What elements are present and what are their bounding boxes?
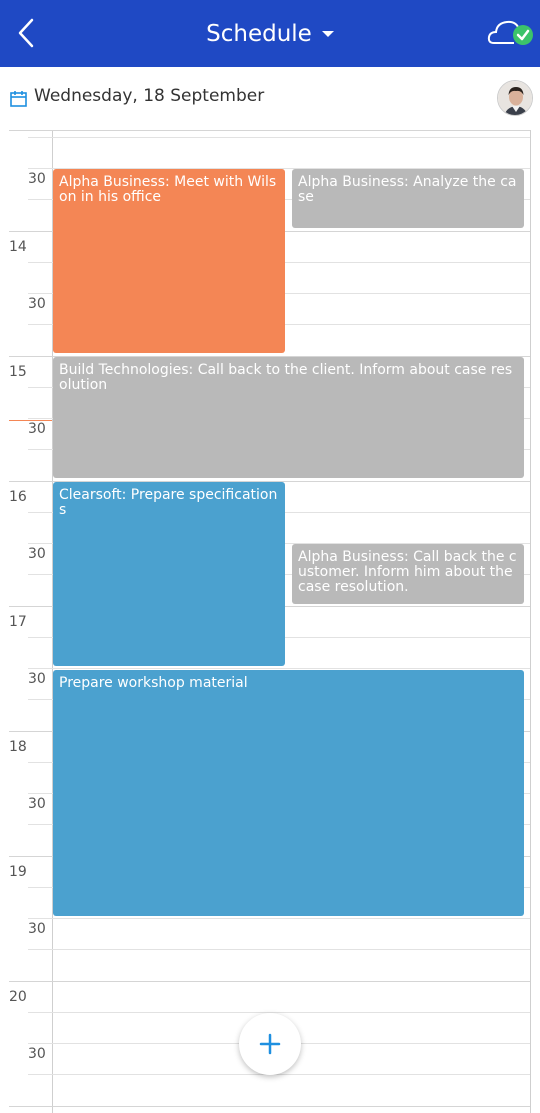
half-hour-line — [28, 137, 530, 138]
event-clearsoft-specifications[interactable]: Clearsoft: Prepare specifications — [53, 482, 285, 666]
caret-down-icon — [321, 30, 334, 37]
current-date[interactable]: Wednesday, 18 September — [34, 86, 265, 106]
event-build-technologies-call[interactable]: Build Technologies: Call back to the cli… — [53, 357, 524, 478]
time-label-half: 30 — [28, 1046, 46, 1062]
time-label-hour: 20 — [9, 989, 27, 1005]
app-header: Schedule — [0, 0, 540, 67]
time-label-half: 30 — [28, 921, 46, 937]
schedule-dropdown[interactable]: Schedule — [206, 21, 334, 47]
half-hour-line — [28, 1074, 530, 1075]
hour-line — [9, 356, 530, 357]
time-label-half: 30 — [28, 796, 46, 812]
hour-line — [9, 481, 530, 482]
half-hour-line — [28, 1012, 530, 1013]
calendar-icon[interactable] — [10, 90, 27, 107]
page-title: Schedule — [206, 20, 312, 47]
time-label-hour: 15 — [9, 364, 27, 380]
cloud-check-icon — [487, 20, 533, 45]
time-label-half: 30 — [28, 171, 46, 187]
time-label-hour: 16 — [9, 489, 27, 505]
chevron-left-icon — [18, 18, 34, 48]
time-label-half: 30 — [28, 546, 46, 562]
half-hour-line — [28, 949, 530, 950]
hour-line — [9, 981, 530, 982]
add-activity-button[interactable] — [239, 1013, 301, 1075]
time-label-hour: 19 — [9, 864, 27, 880]
time-label-half: 30 — [28, 671, 46, 687]
sync-status-button[interactable] — [486, 16, 536, 50]
event-workshop-material[interactable]: Prepare workshop material — [53, 670, 524, 916]
hour-line — [9, 1106, 530, 1107]
event-call-back-customer[interactable]: Alpha Business: Call back the customer. … — [292, 544, 524, 604]
half-hour-line — [28, 168, 530, 169]
half-hour-line — [28, 918, 530, 919]
back-button[interactable] — [12, 16, 42, 50]
plus-icon — [259, 1033, 281, 1055]
user-avatar[interactable] — [497, 80, 533, 116]
time-label-half: 30 — [28, 421, 46, 437]
event-meet-wilson[interactable]: Alpha Business: Meet with Wilson in his … — [53, 169, 285, 353]
time-label-hour: 17 — [9, 614, 27, 630]
half-hour-line — [28, 668, 530, 669]
event-analyze-case[interactable]: Alpha Business: Analyze the case — [292, 169, 524, 228]
grid-top-line — [9, 130, 530, 131]
grid-left-border — [52, 130, 53, 1113]
current-time-indicator — [9, 420, 52, 421]
time-label-half: 30 — [28, 296, 46, 312]
grid-right-border — [530, 130, 531, 1113]
time-label-hour: 18 — [9, 739, 27, 755]
time-label-hour: 14 — [9, 239, 27, 255]
